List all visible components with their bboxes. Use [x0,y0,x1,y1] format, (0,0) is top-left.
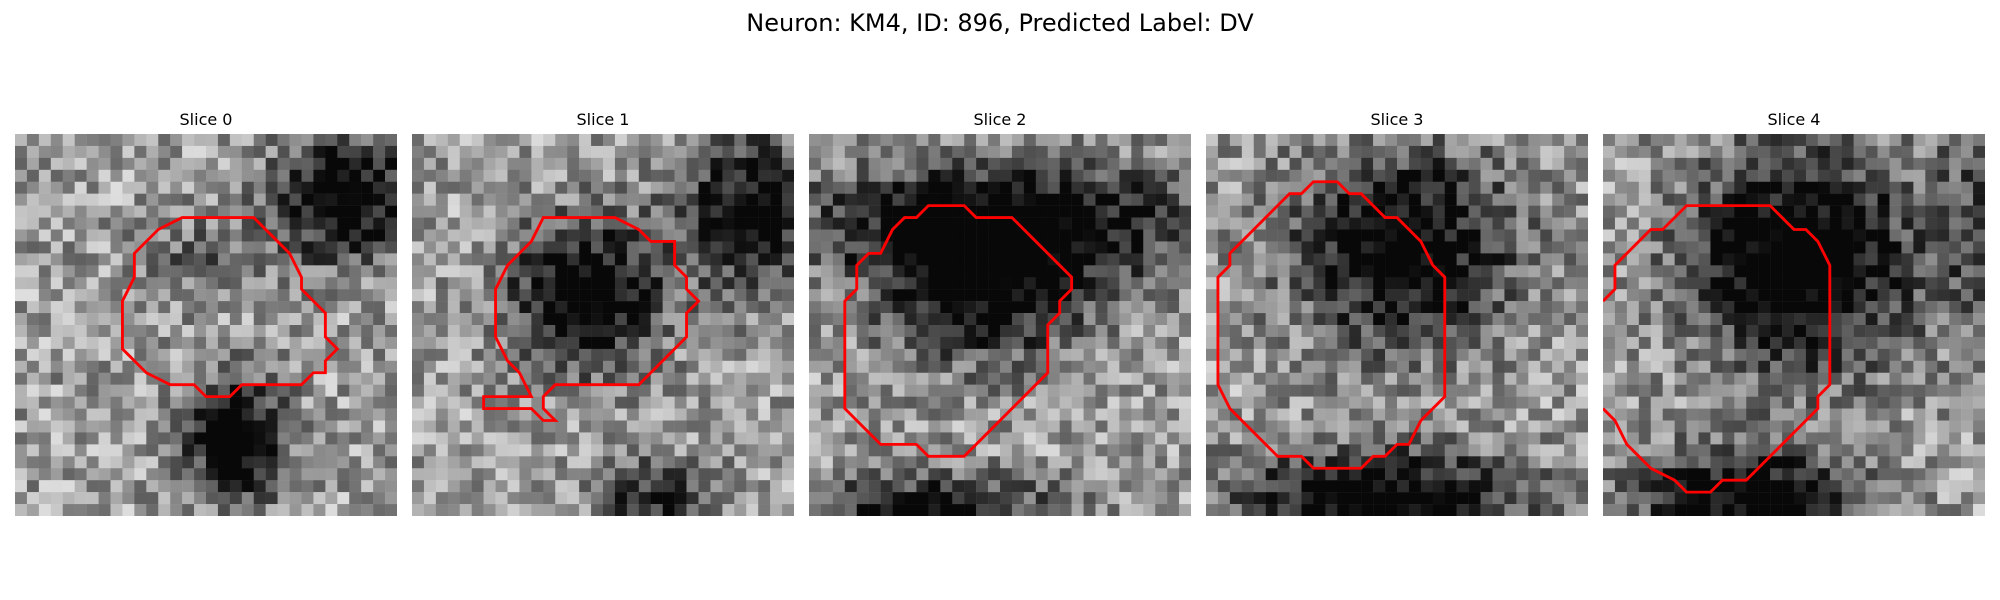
slice-0-contour [121,216,340,399]
slice-0-grayscale-grid [15,134,397,516]
slice-4-image [1603,134,1985,516]
slice-0-image [15,134,397,516]
figure-title: Neuron: KM4, ID: 896, Predicted Label: D… [746,9,1254,37]
slice-2-contour [843,204,1074,458]
slice-0-title: Slice 0 [179,110,233,129]
slice-2-grayscale-grid [809,134,1191,516]
slice-4-title: Slice 4 [1767,110,1821,129]
slice-2-image [809,134,1191,516]
slice-1-contour [482,216,701,422]
slice-3-title: Slice 3 [1370,110,1424,129]
slice-4-contour [1603,204,1832,494]
slice-3-image [1206,134,1588,516]
slice-1-image [412,134,794,516]
slice-1-title: Slice 1 [576,110,630,129]
slice-3-grayscale-grid [1206,134,1588,516]
slice-4-grayscale-grid [1603,134,1985,516]
slice-3-contour [1216,180,1447,470]
slice-2-title: Slice 2 [973,110,1027,129]
slice-1-grayscale-grid [412,134,794,516]
